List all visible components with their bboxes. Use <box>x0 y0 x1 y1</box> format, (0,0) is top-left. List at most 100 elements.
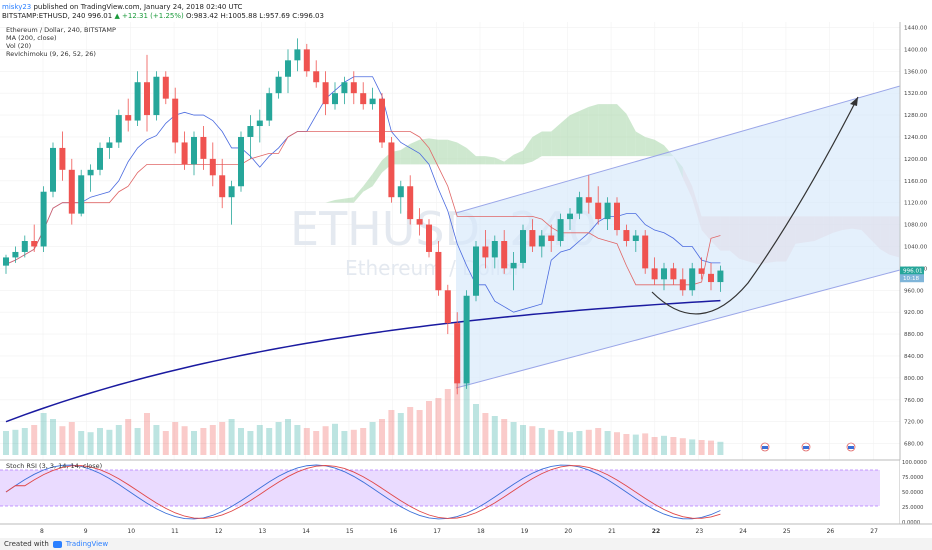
candle-body <box>379 98 385 143</box>
tradingview-logo-icon <box>52 540 62 548</box>
stoch-d-line <box>5 465 721 519</box>
candle-body <box>670 268 677 280</box>
kijun-line <box>5 131 721 286</box>
price-tag-label: 10:18 <box>903 276 920 282</box>
cloud-segment <box>523 136 533 165</box>
price-tag-bg <box>900 266 924 275</box>
candle-body <box>614 202 620 231</box>
volume-bar <box>679 438 686 455</box>
time-axis[interactable]: 8 9 10 11 12 13 14 15 16 17 18 19 20 21 22 23 24 25 26 27 <box>0 523 932 538</box>
time-tick-label: 16 <box>390 528 398 535</box>
time-tick-label: 13 <box>259 528 267 535</box>
volume-bar <box>238 428 244 455</box>
candle-body <box>426 224 432 252</box>
cloud-segment <box>400 143 411 165</box>
author-link[interactable]: misky23 <box>2 3 32 11</box>
cloud-segment <box>579 106 589 157</box>
symbol-name: BITSTAMP:ETHUSD, 240 <box>2 12 86 20</box>
volume-bar <box>444 389 451 455</box>
candle-body <box>247 126 254 137</box>
volume-bar <box>670 437 677 455</box>
volume-bar <box>491 416 498 455</box>
indicator-lines <box>5 76 721 423</box>
volume-bar <box>191 431 197 455</box>
candle-body <box>97 147 103 170</box>
channel-upper-line[interactable] <box>455 85 901 214</box>
candle-body <box>548 235 555 241</box>
parallel-channel[interactable] <box>456 86 900 388</box>
legend-ma[interactable]: MA (200, close) <box>6 34 57 42</box>
legend-vol[interactable]: Vol (20) <box>6 42 32 50</box>
candle-body <box>689 268 696 291</box>
volume-bar <box>285 419 291 455</box>
cloud-segment <box>635 131 646 157</box>
volume-bar <box>538 428 545 455</box>
volume-bar <box>529 426 536 455</box>
candle-body <box>12 251 19 258</box>
price-tick-label: 1400.00 <box>904 47 928 53</box>
event-marker-flag <box>848 446 854 449</box>
price-chart[interactable]: ETHUSD, 240 Ethereum / Dollar 1440.00140… <box>0 0 932 538</box>
candle-body <box>698 268 705 274</box>
volume-bar <box>595 428 602 455</box>
stoch-axis: 100.0000 75.0000 50.0000 25.0000 0.0000 <box>900 460 932 526</box>
time-tick-label: 19 <box>521 528 529 535</box>
cloud-segment <box>353 186 364 203</box>
price-tick-label: 680.00 <box>904 442 924 448</box>
price-axis-bg <box>900 22 932 460</box>
candle-body <box>529 230 536 247</box>
candle-body <box>642 235 649 269</box>
volume-bars <box>3 371 724 455</box>
projection-arrowhead <box>850 97 858 106</box>
legend-ichimoku[interactable]: RevIchimoku (9, 26, 52, 26) <box>6 50 96 58</box>
volume-bar <box>322 426 329 455</box>
cloud-segment <box>447 139 458 165</box>
cloud-segment <box>457 142 467 165</box>
candle-body <box>162 76 169 99</box>
volume-bar <box>68 422 75 455</box>
price-tick-label: 1080.00 <box>904 223 928 229</box>
price-tick-label: 1160.00 <box>904 179 928 185</box>
stoch-tick-label: 25.0000 <box>902 505 923 511</box>
volume-bar <box>21 428 28 455</box>
time-tick-label: 23 <box>696 528 704 535</box>
channel-lower-line[interactable] <box>455 269 901 389</box>
stoch-tick-label: 50.0000 <box>902 490 923 496</box>
candle-body <box>585 197 592 203</box>
candle-body <box>651 268 658 280</box>
volume-bar <box>125 419 132 455</box>
candle-body <box>21 241 28 252</box>
candle-body <box>501 241 508 269</box>
volume-bar <box>12 429 19 455</box>
candle-body <box>567 213 573 220</box>
cloud-segment <box>541 131 552 157</box>
projection-curve[interactable] <box>651 96 859 315</box>
volume-bar <box>604 431 611 455</box>
cloud-segment <box>335 198 345 203</box>
cloud-segment <box>513 150 523 165</box>
volume-bar <box>162 431 169 455</box>
candle-body <box>416 219 423 225</box>
tradingview-link[interactable]: TradingView <box>65 540 109 548</box>
candle-body <box>679 279 686 291</box>
price-tag-label: 996.01 <box>903 269 923 275</box>
candle-body <box>661 268 667 280</box>
volume-bar <box>482 413 489 455</box>
candle-body <box>31 241 38 247</box>
legend-stoch[interactable]: Stoch RSI (3, 3, 14, 14, close) <box>6 462 103 470</box>
price-axis[interactable]: 1440.00 1400.00 1360.00 1320.00 1280.00 1240.… <box>899 22 932 524</box>
candle-body <box>557 219 564 241</box>
cloud-segment <box>429 138 439 165</box>
cloud-segment <box>626 113 636 157</box>
volume-bar <box>614 432 620 455</box>
candle-body <box>322 82 329 105</box>
price-tick-label: 800.00 <box>904 376 924 382</box>
volume-bar <box>294 425 301 455</box>
volume-bar <box>247 431 254 455</box>
publish-line: misky23 published on TradingView.com, Ja… <box>2 3 242 11</box>
candle-body <box>144 82 150 116</box>
candle-body <box>369 98 376 105</box>
candle-body <box>3 257 9 266</box>
candle-body <box>266 93 273 121</box>
cloud-segment <box>485 156 495 165</box>
